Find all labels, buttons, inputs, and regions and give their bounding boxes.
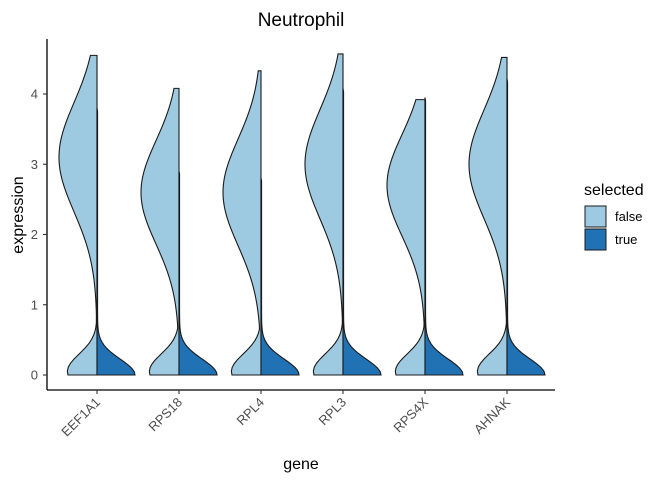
violin-true-rps18: [178, 171, 218, 376]
legend-label-false: false: [615, 209, 642, 224]
legend: selected false true: [584, 182, 644, 251]
x-tick-label-rpl4: RPL4: [234, 395, 268, 429]
y-tick-label: 4: [31, 87, 38, 102]
legend-swatch-false: [584, 205, 607, 228]
x-ticks: EEF1A1 RPS18 RPL4 RPL3 RPS4X AHNAK: [58, 390, 513, 439]
violin-false-eef1a1: [58, 54, 98, 376]
x-axis-title: gene: [283, 456, 319, 473]
violins-layer: [58, 53, 546, 376]
violin-false-rpl4: [222, 70, 262, 376]
chart-title: Neutrophil: [258, 10, 345, 31]
x-tick-label-eef1a1: EEF1A1: [58, 395, 103, 440]
legend-items: false true: [584, 205, 642, 251]
violin-false-ahnak: [468, 56, 508, 376]
violin-true-rpl3: [342, 88, 382, 376]
violin-false-rps4x: [386, 99, 426, 376]
violin-false-rps18: [140, 87, 180, 376]
axes: [46, 39, 555, 391]
y-tick-label: 2: [31, 227, 38, 242]
x-tick-label-rps18: RPS18: [145, 395, 185, 435]
y-tick-label: 1: [31, 297, 38, 312]
violin-true-rpl4: [260, 178, 300, 376]
legend-title: selected: [584, 182, 644, 199]
y-axis-title: expression: [10, 176, 27, 253]
legend-swatch-true: [584, 228, 607, 251]
violin-true-eef1a1: [96, 107, 136, 376]
legend-label-true: true: [615, 232, 637, 247]
violin-true-ahnak: [506, 78, 546, 376]
y-ticks: 0 1 2 3 4: [31, 87, 47, 383]
x-tick-label-rpl3: RPL3: [316, 395, 350, 429]
violin-true-rps4x: [424, 97, 464, 376]
x-tick-label-ahnak: AHNAK: [471, 394, 514, 437]
violin-false-rpl3: [304, 53, 344, 376]
x-tick-label-rps4x: RPS4X: [390, 394, 431, 435]
y-tick-label: 0: [31, 368, 38, 383]
y-tick-label: 3: [31, 157, 38, 172]
